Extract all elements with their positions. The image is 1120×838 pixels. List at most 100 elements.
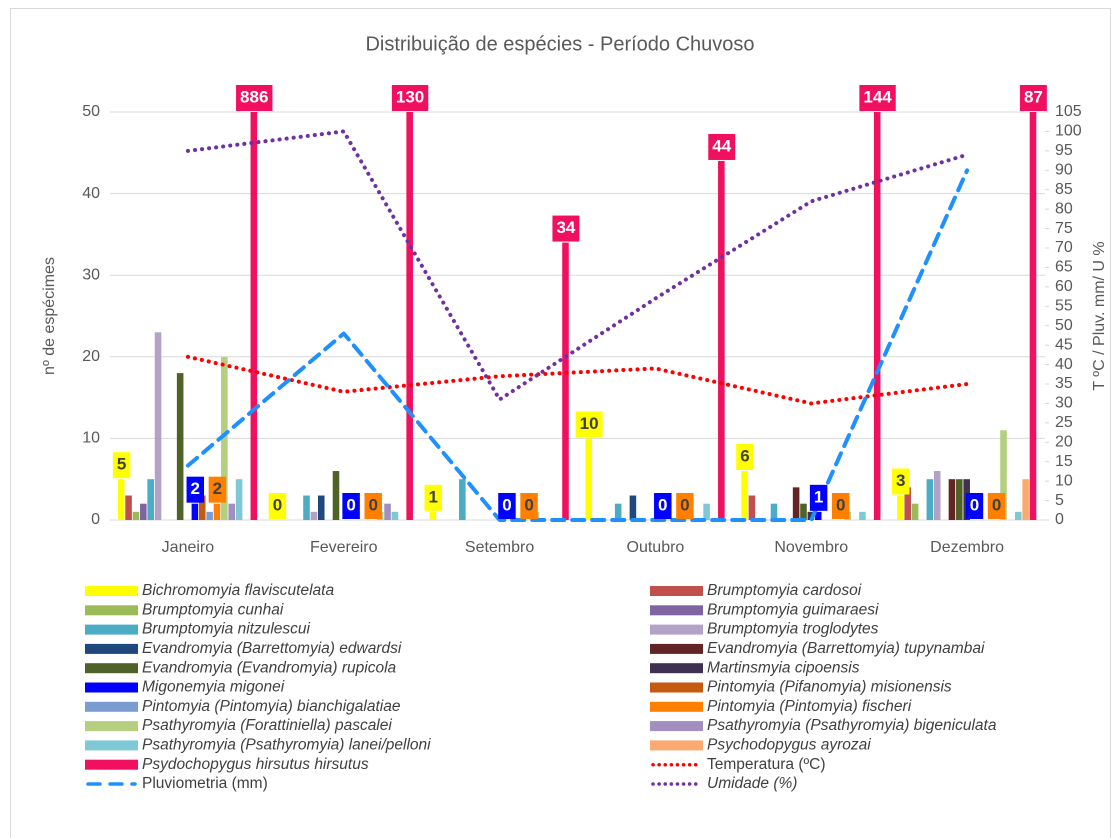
data-label-box [208,476,227,503]
y-tick-label: 0 [91,511,100,528]
y-tick-label: 20 [82,348,100,365]
y-tick-label: 10 [82,430,100,447]
bar [206,511,213,520]
legend-swatch [85,721,138,732]
data-label: 886 [240,87,268,106]
legend-label: Brumptomyia troglodytes [707,621,879,638]
bar [748,495,756,520]
bar [614,503,622,520]
bar [154,332,162,520]
y2-tick-label: 45 [1055,336,1073,353]
legend-label: Evandromyia (Barrettomyia) tupynambai [707,640,985,657]
data-label-box [831,493,850,519]
y2-tick-label: 70 [1055,239,1073,256]
data-label-box [236,85,273,111]
data-label: 2 [191,479,200,498]
legend-label: Pintomyia (Pifanomyia) misionensis [707,679,952,696]
bar [1029,112,1037,520]
bar [933,471,941,520]
bar [221,356,228,520]
y2-tick-label: 55 [1055,298,1073,315]
bar [117,479,125,520]
y-axis-title: nº de espécimes [41,257,58,375]
legend-swatch [85,740,138,751]
y-tick-label: 50 [82,103,100,120]
bar [391,511,399,520]
bar [926,479,934,520]
data-label: 0 [368,495,377,514]
legend-label: Temperatura (ºC) [707,756,826,773]
data-label: 0 [524,495,533,514]
data-label: 0 [273,495,282,514]
y2-tick-label: 95 [1055,142,1073,159]
bar [956,479,963,520]
data-label-box [498,493,516,519]
data-label-box [268,493,287,519]
y2-tick-label: 35 [1055,375,1073,392]
bar [140,503,147,520]
legend-swatch [650,643,703,654]
bar [132,511,140,520]
data-label: 0 [346,495,355,514]
y2-tick-label: 0 [1055,511,1064,528]
legend-label: Evandromyia (Evandromyia) rupicola [142,659,397,676]
bar [406,112,413,521]
y2-tick-label: 85 [1055,181,1073,198]
data-label-box [520,493,538,519]
bar [792,487,800,520]
legend-label: Umidade (%) [707,775,797,792]
bar [176,373,184,520]
y2-tick-label: 90 [1055,162,1073,179]
legend-swatch [650,586,703,596]
data-label-box [859,85,896,111]
legend-label: Brumptomyia cunhai [142,601,284,618]
data-label: 34 [556,218,575,237]
legend-label: Psathyromyia (Psathyromyia) lanei/pellon… [142,736,431,753]
y2-tick-label: 60 [1055,278,1073,295]
data-label: 5 [117,455,126,474]
data-label-box [676,493,694,519]
y2-tick-label: 75 [1055,220,1073,237]
legend-swatch [85,759,138,770]
legend-label: Pintomyia (Pintomyia) bianchigalatiae [142,698,401,715]
data-label-box [987,493,1006,519]
legend-label: Brumptomyia nitzulescui [142,621,311,638]
legend-swatch [85,586,138,596]
x-tick-label: Outubro [627,539,685,556]
data-label: 44 [712,136,731,155]
bar [562,242,569,520]
y2-tick-label: 10 [1055,472,1073,489]
legend-label: Psathyromyia (Forattiniella) pascalei [142,717,392,734]
y2-tick-label: 5 [1055,492,1064,509]
data-label-box [1019,85,1047,111]
legend-swatch [650,740,703,751]
x-tick-label: Fevereiro [310,539,378,556]
bar [703,503,710,520]
bar [332,471,340,520]
data-label-box [342,493,360,519]
legend-swatch [650,682,703,693]
line [185,168,970,522]
y2-tick-label: 15 [1055,453,1073,470]
bar [310,511,318,520]
bar [228,503,236,520]
legend-swatch [85,605,138,616]
data-label-box [575,411,603,438]
y2-tick-label: 25 [1055,414,1073,431]
bar [459,479,466,520]
bar [859,511,866,520]
bar [897,495,904,520]
bar [191,503,199,520]
y2-tick-label: 40 [1055,356,1073,373]
y2-tick-label: 105 [1055,103,1082,120]
legend-label: Martinsmyia cipoensis [707,659,860,676]
data-label: 0 [680,495,689,514]
data-label-box [809,484,828,511]
data-label: 0 [658,495,667,514]
legend-swatch [85,624,138,635]
bar [125,495,132,520]
bar [384,503,391,520]
y-tick-label: 30 [82,266,100,283]
